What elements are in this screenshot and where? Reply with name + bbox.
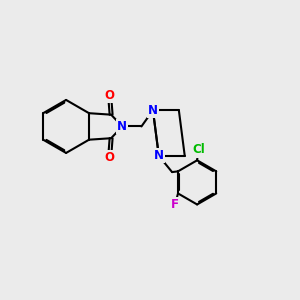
- Text: O: O: [105, 151, 115, 164]
- Text: N: N: [154, 149, 164, 162]
- Text: O: O: [105, 89, 115, 102]
- Text: N: N: [148, 104, 158, 117]
- Text: Cl: Cl: [192, 143, 205, 157]
- Text: F: F: [171, 198, 179, 211]
- Text: N: N: [117, 120, 127, 133]
